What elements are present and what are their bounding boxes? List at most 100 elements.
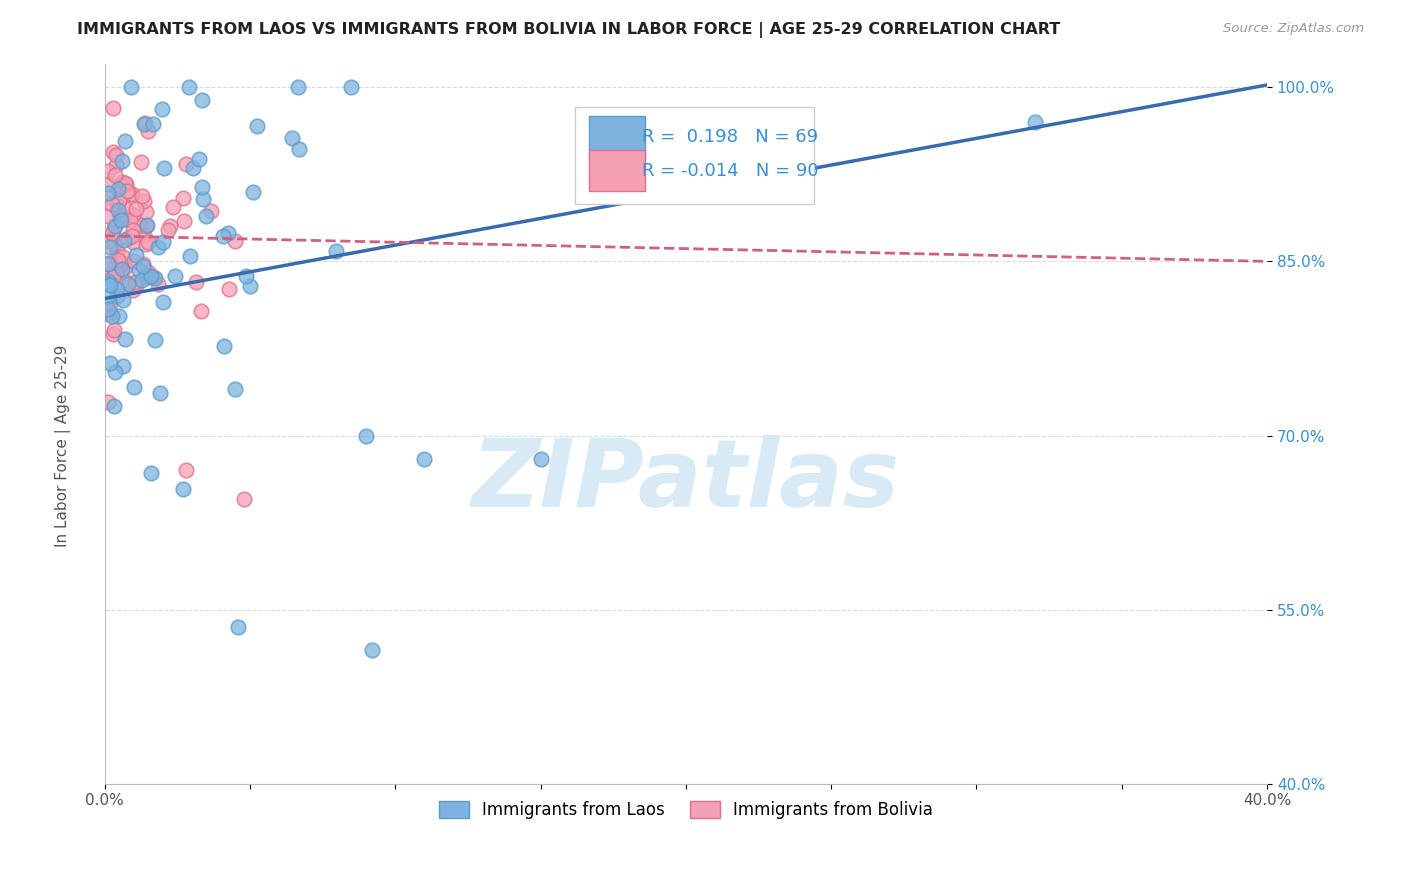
- Point: [97, 277, 120, 291]
- Point: [107, 252, 129, 267]
- Point: [115, 184, 138, 198]
- Point: [97, 301, 120, 316]
- Point: [132, 117, 155, 131]
- Point: [134, 116, 156, 130]
- Point: [125, 278, 148, 293]
- Point: [117, 277, 139, 291]
- Point: [361, 643, 384, 657]
- Point: [131, 273, 153, 287]
- Point: [149, 386, 172, 401]
- Point: [136, 124, 159, 138]
- Point: [193, 192, 215, 206]
- Point: [340, 80, 363, 95]
- Point: [228, 620, 250, 634]
- Text: In Labor Force | Age 25-29: In Labor Force | Age 25-29: [55, 345, 72, 547]
- Point: [105, 158, 128, 172]
- Point: [150, 102, 173, 116]
- Point: [194, 209, 217, 223]
- Point: [124, 254, 146, 268]
- Point: [105, 282, 128, 296]
- Point: [132, 228, 155, 243]
- Point: [239, 279, 262, 293]
- Point: [136, 270, 159, 285]
- Point: [152, 235, 174, 250]
- Point: [98, 240, 121, 254]
- Point: [146, 277, 169, 291]
- Point: [135, 219, 157, 234]
- Point: [172, 482, 194, 496]
- Point: [162, 200, 184, 214]
- Point: [120, 80, 142, 95]
- Point: [110, 256, 132, 270]
- Point: [159, 219, 181, 233]
- Point: [134, 268, 156, 283]
- Point: [101, 197, 124, 211]
- Point: [157, 223, 180, 237]
- Point: [107, 203, 129, 218]
- Point: [174, 463, 197, 477]
- Point: [191, 179, 214, 194]
- Point: [104, 365, 127, 379]
- Point: [212, 339, 235, 353]
- Point: [100, 232, 122, 246]
- Point: [212, 229, 235, 244]
- Point: [112, 233, 135, 247]
- Point: [112, 256, 135, 270]
- Point: [242, 185, 264, 199]
- Point: [125, 202, 148, 216]
- Point: [104, 168, 127, 182]
- Point: [111, 176, 134, 190]
- Point: [184, 275, 207, 289]
- Point: [107, 244, 129, 258]
- Text: Source: ZipAtlas.com: Source: ZipAtlas.com: [1223, 22, 1364, 36]
- Point: [97, 163, 120, 178]
- Point: [136, 264, 159, 278]
- Point: [142, 269, 165, 284]
- Point: [97, 289, 120, 303]
- Point: [121, 235, 143, 250]
- Point: [131, 154, 153, 169]
- Point: [97, 186, 120, 200]
- Point: [224, 234, 246, 248]
- Point: [108, 309, 131, 323]
- Point: [104, 219, 127, 233]
- Point: [122, 380, 145, 394]
- Point: [1024, 115, 1046, 129]
- Point: [174, 156, 197, 170]
- Point: [218, 282, 240, 296]
- Point: [101, 269, 124, 284]
- Text: IMMIGRANTS FROM LAOS VS IMMIGRANTS FROM BOLIVIA IN LABOR FORCE | AGE 25-29 CORRE: IMMIGRANTS FROM LAOS VS IMMIGRANTS FROM …: [77, 22, 1060, 38]
- Point: [97, 305, 120, 319]
- Point: [131, 189, 153, 203]
- Point: [152, 295, 174, 310]
- Point: [136, 235, 159, 249]
- Point: [129, 219, 152, 233]
- Point: [111, 154, 134, 169]
- Point: [111, 293, 134, 307]
- Point: [105, 288, 128, 302]
- Point: [112, 359, 135, 374]
- Point: [103, 220, 125, 235]
- Point: [177, 80, 200, 95]
- Point: [142, 116, 165, 130]
- Point: [224, 382, 246, 396]
- Point: [121, 223, 143, 237]
- Point: [114, 212, 136, 227]
- Point: [115, 275, 138, 289]
- Point: [187, 153, 209, 167]
- Point: [110, 178, 132, 193]
- Point: [173, 213, 195, 227]
- Legend: Immigrants from Laos, Immigrants from Bolivia: Immigrants from Laos, Immigrants from Bo…: [432, 794, 939, 826]
- Point: [179, 249, 201, 263]
- Point: [98, 307, 121, 321]
- Point: [135, 218, 157, 232]
- Point: [100, 310, 122, 324]
- Point: [97, 395, 120, 409]
- Text: R = -0.014   N = 90: R = -0.014 N = 90: [641, 161, 818, 179]
- Point: [181, 161, 204, 176]
- FancyBboxPatch shape: [589, 116, 645, 158]
- Point: [97, 256, 120, 270]
- Point: [121, 187, 143, 202]
- Point: [325, 244, 347, 259]
- Point: [97, 268, 120, 282]
